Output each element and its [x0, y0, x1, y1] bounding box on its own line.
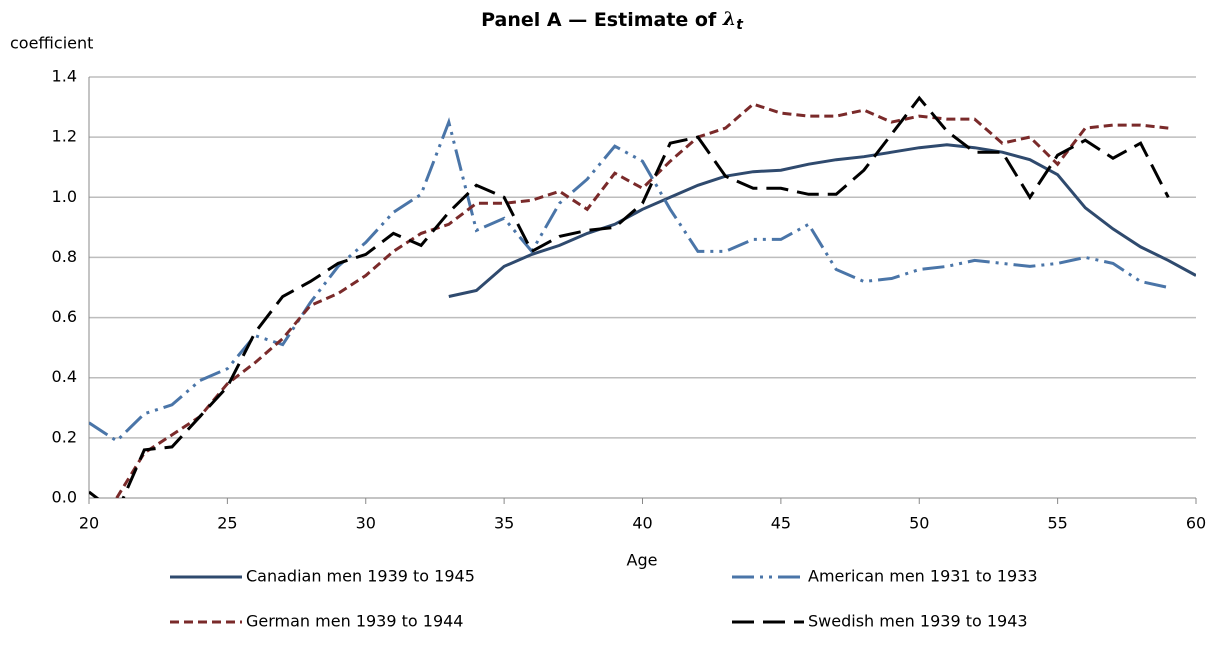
y-tick-label: 1.2	[52, 127, 77, 146]
legend-label: German men 1939 to 1944	[246, 612, 463, 631]
y-axis-label: coefficient	[10, 34, 93, 53]
y-tick-label: 1.0	[52, 187, 77, 206]
x-tick-label: 30	[356, 514, 376, 533]
x-tick-label: 35	[494, 514, 514, 533]
legend-label: American men 1931 to 1933	[808, 567, 1038, 586]
x-tick-label: 50	[909, 514, 929, 533]
x-tick-label: 40	[632, 514, 652, 533]
title-subscript: t	[736, 17, 744, 33]
x-tick-label: 55	[1047, 514, 1067, 533]
x-tick-label: 25	[217, 514, 237, 533]
legend-label: Swedish men 1939 to 1943	[808, 612, 1028, 631]
y-tick-label: 0.6	[52, 307, 77, 326]
x-tick-label: 45	[771, 514, 791, 533]
x-tick-label: 60	[1186, 514, 1206, 533]
y-tick-label: 0.2	[52, 427, 77, 446]
y-tick-label: 0.0	[52, 488, 77, 507]
legend-label: Canadian men 1939 to 1945	[246, 567, 475, 586]
y-tick-label: 0.8	[52, 247, 77, 266]
x-tick-label: 20	[79, 514, 99, 533]
y-tick-label: 0.4	[52, 367, 77, 386]
title-text: Panel A — Estimate of	[481, 9, 717, 31]
chart-title: Panel A — Estimate of λt	[481, 8, 744, 33]
series-line	[89, 117, 1169, 443]
y-tick-label: 1.4	[52, 67, 77, 86]
series-line	[448, 143, 1196, 298]
title-symbol: λ	[722, 8, 736, 30]
x-axis-label: Age	[627, 551, 658, 570]
series-line	[89, 95, 1170, 498]
